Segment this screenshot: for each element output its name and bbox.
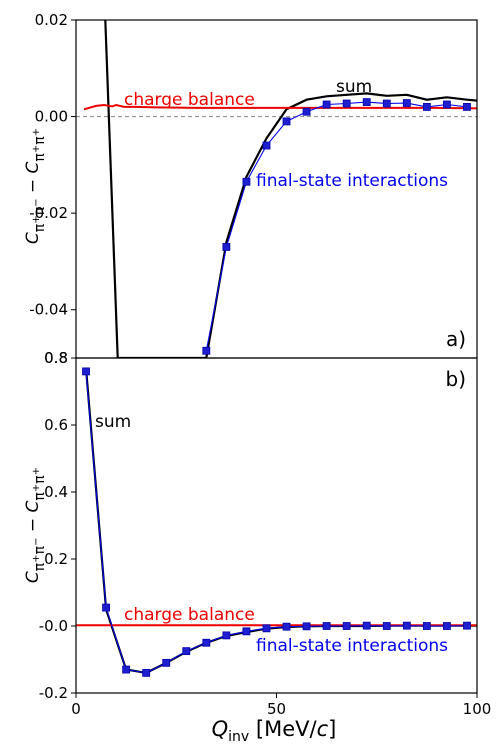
fsi-marker — [362, 621, 371, 630]
fsi-marker — [362, 98, 371, 106]
y-tick-label: 0.8 — [44, 349, 68, 367]
y-tick-label: -0.02 — [29, 204, 68, 222]
fsi-marker — [302, 622, 311, 631]
fsi-marker — [402, 621, 411, 630]
fsi-marker — [242, 627, 251, 636]
fsi-annotation: final-state interactions — [256, 636, 448, 656]
fsi-marker — [122, 665, 131, 674]
fsi-marker — [222, 243, 231, 251]
x-tick-label: 0 — [71, 700, 81, 718]
fsi-marker — [262, 624, 271, 633]
y-tick-label: 0.02 — [35, 11, 68, 29]
fsi-marker — [322, 100, 331, 109]
y-tick-label: 0.4 — [44, 483, 68, 501]
fsi-marker — [302, 107, 311, 116]
fsi-marker — [82, 367, 90, 376]
fsi-marker — [322, 622, 331, 630]
fsi-marker — [202, 346, 211, 355]
sum-annotation: sum — [336, 77, 372, 97]
y-tick-label: -0.0 — [39, 617, 68, 635]
fsi-line — [205, 101, 468, 351]
series-group — [76, 367, 477, 677]
axis-ticks: 0.8 0.6 0.4 0.2 -0.0 -0.20 50 100 — [39, 349, 492, 718]
panel-a: 0.02 0.00 -0.02 -0.04 0.8 a) sum charge bal… — [23, 11, 478, 367]
fsi-marker — [262, 141, 271, 150]
fsi-marker — [402, 99, 411, 107]
fsi-marker — [342, 99, 351, 108]
y-tick-label: 0.00 — [35, 108, 68, 126]
y-tick-label: -0.2 — [39, 684, 68, 702]
y-axis-label: Cπ+π− − Cπ+π+ — [23, 128, 48, 244]
fsi-marker — [102, 603, 110, 612]
x-axis-label: Qinv [MeV/c] — [212, 717, 337, 745]
fsi-marker — [182, 647, 191, 656]
x-tick-label: 50 — [267, 700, 286, 718]
panel-b-frame — [75, 357, 478, 694]
y-ticks: 0.02 0.00 -0.02 -0.04 — [29, 11, 76, 319]
fsi-marker — [282, 117, 291, 126]
panel-label: b) — [446, 367, 467, 391]
fsi-marker — [463, 621, 471, 630]
fsi-marker — [142, 669, 151, 677]
y-tick-label: -0.04 — [29, 301, 68, 319]
fsi-marker — [162, 658, 171, 667]
fsi-marker — [242, 177, 251, 186]
x-tick-label: 100 — [463, 700, 492, 718]
fsi-marker — [443, 622, 451, 630]
y-axis-label: Cπ+π− − Cπ+π+ — [23, 467, 48, 583]
fsi-marker — [443, 100, 451, 109]
y-tick-label: 0.2 — [44, 550, 68, 568]
panel-b: 0.8 0.6 0.4 0.2 -0.0 -0.20 50 100 b) sum charge… — [23, 349, 491, 745]
fsi-marker — [422, 103, 431, 111]
sum-annotation: sum — [95, 412, 131, 432]
charge-balance-annotation: charge balance — [124, 90, 255, 110]
fsi-marker — [202, 638, 211, 647]
panel-label: a) — [446, 327, 466, 351]
fsi-marker — [463, 103, 471, 111]
y-tick-label: 0.6 — [44, 416, 68, 434]
fsi-marker — [342, 622, 351, 630]
fsi-annotation: final-state interactions — [256, 171, 448, 191]
fsi-marker — [282, 622, 291, 631]
fsi-marker — [382, 622, 391, 630]
fsi-marker — [222, 631, 231, 640]
charge-balance-line — [83, 103, 477, 111]
fsi-marker — [382, 99, 391, 108]
series-group — [83, 20, 477, 358]
y-tick-label: 0.8 — [44, 349, 68, 367]
fsi-marker — [422, 622, 431, 630]
charge-balance-annotation: charge balance — [124, 605, 255, 625]
